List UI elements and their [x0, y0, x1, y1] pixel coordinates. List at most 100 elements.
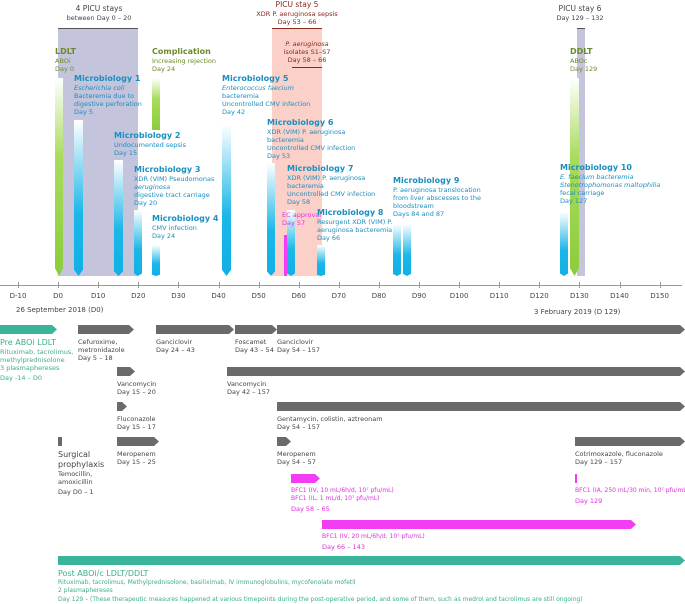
- axis-tick: [58, 282, 60, 288]
- ldlt-type: ABOi: [55, 57, 71, 65]
- picu-6-range: Day 129 – 132: [556, 14, 604, 22]
- ganciclovir-1-label: Ganciclovir Day 24 – 43: [156, 338, 195, 354]
- cotrimoxazole-bar: [575, 437, 685, 446]
- ec-approval-title: EC approval: [282, 211, 322, 219]
- bfc1-iv-long-label: BFC1 (IV, 20 mL/6h/d, 10⁷ pfu/mL) Day 66 …: [322, 533, 425, 551]
- micro-desc: XDR (VIM) Pseudomonas: [134, 175, 215, 183]
- micro-desc: Uncontrolled CMV infection: [222, 100, 311, 108]
- axis-tick-label: D130: [570, 292, 589, 300]
- picu-6-label: PICU stay 6 Day 129 – 132: [555, 4, 605, 22]
- meropenem-2-bar: [277, 437, 291, 446]
- isolates-range: Day 58 – 66: [287, 56, 327, 64]
- axis-tick-label: D0: [53, 292, 64, 300]
- axis-tick-label: D60: [291, 292, 306, 300]
- fluconazole-bar: [117, 402, 127, 411]
- timeline-axis: [0, 285, 682, 286]
- micro-9-label: Microbiology 9 P. aeruginosa translocatio…: [393, 176, 481, 218]
- micro-8-bar: [317, 245, 325, 276]
- axis-tick: [138, 282, 140, 288]
- micro-organism: Stenotrophomonas maltophilia: [560, 181, 661, 189]
- ldlt-title: LDLT: [55, 47, 76, 56]
- cefuroxime-bar: [78, 325, 134, 334]
- therapy-title: metronidazole: [78, 346, 125, 354]
- ddlt-type: ABOc: [570, 57, 588, 65]
- axis-tick: [98, 282, 100, 288]
- therapy-days: Day 54 – 157: [277, 423, 320, 431]
- complication-bar: [152, 78, 160, 130]
- micro-desc: Undocumented sepsis: [114, 141, 186, 149]
- picu-band-1-4: [58, 28, 138, 276]
- micro-desc: CMV infection: [152, 224, 197, 232]
- axis-tick-label: D150: [650, 292, 669, 300]
- micro-7-bar: [287, 210, 295, 276]
- meropenem-1-label: Meropenem Day 15 – 25: [117, 450, 156, 466]
- micro-4-label: Microbiology 4 CMV infection Day 24: [152, 214, 218, 240]
- micro-1-bar: [74, 120, 83, 276]
- isolates-ids: isolates S1–S7: [283, 48, 331, 56]
- micro-9-bar-b: [403, 224, 411, 276]
- ec-approval-day: Day 57: [282, 219, 306, 227]
- therapy-title: BFC1 (IL, 1 mL/d, 10⁷ pfu/mL): [291, 495, 380, 502]
- axis-tick-label: D10: [91, 292, 106, 300]
- therapy-title: Gentamycin, colistin, aztreonam: [277, 415, 383, 423]
- picu-5-title: PICU stay 5: [275, 0, 319, 9]
- foscamet-label: Foscamet Day 43 – 54: [235, 338, 274, 354]
- therapy-desc: amoxicillin: [58, 478, 93, 486]
- meropenem-2-label: Meropenem Day 54 – 57: [277, 450, 316, 466]
- micro-desc: bloodstream: [393, 202, 434, 210]
- ddlt-date: 3 February 2019 (D 129): [534, 308, 621, 316]
- complication-title: Complication: [152, 47, 211, 56]
- micro-2-label: Microbiology 2 Undocumented sepsis Day 15: [114, 131, 186, 157]
- ec-approval-label: EC approval Day 57: [282, 211, 321, 227]
- therapy-days: Day 15 – 25: [117, 458, 156, 466]
- micro-title: Microbiology 10: [560, 163, 632, 172]
- axis-tick: [499, 282, 501, 288]
- picu-6-arrow: [577, 28, 585, 29]
- ddlt-title: DDLT: [570, 47, 593, 56]
- micro-day: Day 5: [74, 108, 94, 116]
- axis-tick-label: D50: [251, 292, 266, 300]
- bfc1-iv-long-bar: [322, 520, 636, 529]
- therapy-desc: 2 plasmaphereses: [58, 586, 113, 594]
- therapy-title: Meropenem: [117, 450, 156, 458]
- micro-desc: Uncontrolled CMV infection: [267, 144, 356, 152]
- complication-desc: Increasing rejection: [152, 57, 216, 65]
- micro-5-label: Microbiology 5 Enterococcus faecium bacter…: [222, 74, 310, 116]
- axis-tick: [218, 282, 220, 288]
- start-date: 26 September 2018 (D0): [16, 306, 104, 314]
- picu-1-4-range: between Day 0 – 20: [66, 14, 132, 22]
- therapy-desc: Rituximab, tacrolimus, Methylprednisolon…: [58, 579, 356, 586]
- axis-tick-label: D30: [171, 292, 186, 300]
- isolates-organism: P. aeruginosa: [285, 40, 329, 48]
- micro-desc: Uncontrolled CMV infection: [287, 190, 376, 198]
- pre-ldlt-bar: [0, 325, 57, 334]
- micro-title: Microbiology 9: [393, 176, 460, 185]
- micro-day: Day 20: [134, 199, 158, 207]
- micro-4-bar: [152, 245, 160, 276]
- therapy-days: Day 54 – 157: [277, 346, 320, 354]
- therapy-days: Day D0 – 1: [58, 488, 94, 496]
- foscamet-bar: [235, 325, 277, 334]
- picu-5-cause: XDR P. aeruginosa sepsis: [256, 10, 338, 18]
- micro-organism: Enterococcus faecium: [222, 84, 294, 92]
- ldlt-label: LDLT ABOi Day 0: [55, 47, 76, 73]
- axis-tick-label: D-10: [9, 292, 27, 300]
- meropenem-1-bar: [117, 437, 159, 446]
- picu-1-4-title: 4 PICU stays: [75, 4, 123, 13]
- axis-tick: [619, 282, 621, 288]
- micro-day: Day 24: [152, 232, 176, 240]
- therapy-title: prophylaxis: [58, 460, 105, 469]
- ganciclovir-2-label: Ganciclovir Day 54 – 157: [277, 338, 320, 354]
- therapy-days: Day -14 – D0: [0, 374, 43, 382]
- ddlt-day: Day 129: [570, 65, 598, 73]
- cefuroxime-label: Cefuroxime, metronidazole Day 5 – 18: [78, 338, 125, 362]
- therapy-title: Cotrimoxazole, fluconazole: [575, 450, 663, 458]
- micro-organism: Escherichia coli: [74, 84, 125, 92]
- micro-9-bar-a: [393, 224, 401, 276]
- ganciclovir-2-bar: [277, 325, 685, 334]
- axis-tick-label: D80: [371, 292, 387, 300]
- axis-tick: [258, 282, 260, 288]
- bfc1-ia-label: BFC1 (IA, 250 mL/30 min, 10⁷ pfu/mL) Day …: [575, 487, 685, 505]
- micro-7-label: Microbiology 7 XDR (VIM) P. aeruginosa bac…: [287, 164, 375, 206]
- vancomycin-1-label: Vancomycin Day 15 – 20: [117, 380, 156, 396]
